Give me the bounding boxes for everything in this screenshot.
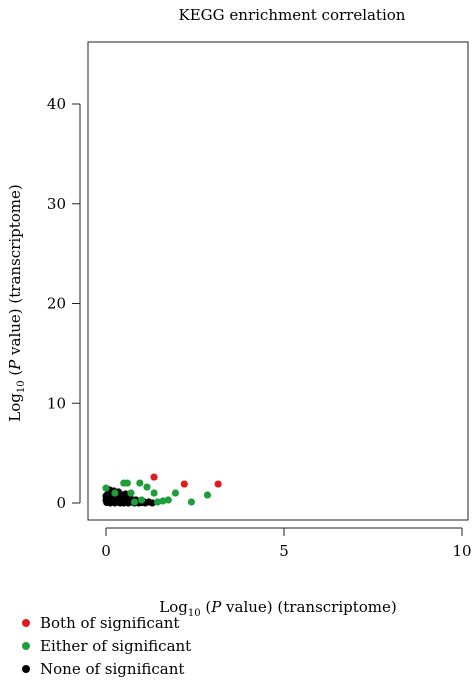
y-axis-label-open: (	[6, 370, 24, 381]
x-axis-label-p: P	[210, 598, 222, 616]
legend-marker	[22, 665, 30, 673]
data-point	[154, 498, 162, 506]
data-point	[136, 479, 144, 487]
legend-marker	[22, 642, 30, 650]
y-tick-label: 30	[47, 195, 66, 213]
y-axis-label-sub: 10	[16, 380, 27, 393]
data-point	[127, 489, 135, 497]
data-point	[187, 498, 196, 506]
x-axis-label-rest: value) (transcriptome)	[221, 598, 396, 616]
x-tick-label: 10	[452, 542, 471, 560]
y-tick-label: 10	[47, 394, 66, 412]
data-point	[171, 489, 180, 497]
y-tick-label: 20	[47, 295, 66, 313]
data-point	[203, 491, 212, 499]
x-axis-label: Log10 (P value) (transcriptome)	[159, 598, 397, 619]
data-point	[180, 480, 188, 488]
data-point	[214, 480, 222, 488]
data-point	[113, 497, 121, 506]
legend-label: Both of significant	[40, 614, 179, 632]
data-point	[143, 483, 151, 491]
data-point	[102, 484, 110, 492]
plot-frame	[87, 41, 469, 521]
data-point	[148, 499, 156, 507]
x-tick-label: 0	[101, 542, 111, 560]
data-points	[102, 473, 222, 507]
x-tick-label: 5	[279, 542, 289, 560]
data-point	[164, 496, 172, 504]
legend-marker	[22, 619, 30, 627]
y-tick-label: 0	[56, 494, 66, 512]
y-axis-label-p: P	[6, 359, 24, 371]
x-axis-label-sub: 10	[188, 608, 201, 619]
x-axis-label-open: (	[201, 598, 212, 616]
data-point	[138, 496, 146, 504]
legend-label: None of significant	[40, 660, 184, 678]
data-point	[150, 489, 158, 497]
chart-title: KEGG enrichment correlation	[179, 6, 406, 24]
data-point	[102, 492, 110, 500]
data-point	[130, 498, 139, 506]
data-point	[111, 489, 119, 497]
data-point	[150, 473, 158, 481]
y-axis-label: Log10 (P value) (transcriptome)	[6, 184, 27, 422]
x-axis: 0 5 10	[101, 527, 472, 560]
y-axis-label-log: Log	[6, 393, 24, 422]
data-point	[159, 497, 167, 505]
legend: Both of significant Either of significant…	[22, 614, 191, 678]
x-axis-label-log: Log	[159, 598, 188, 616]
data-point	[123, 479, 131, 487]
y-axis: 0 10 20 30 40	[47, 95, 81, 512]
legend-label: Either of significant	[40, 637, 191, 655]
y-axis-label-rest: value) (transcriptome)	[6, 184, 24, 359]
y-tick-label: 40	[47, 95, 66, 113]
